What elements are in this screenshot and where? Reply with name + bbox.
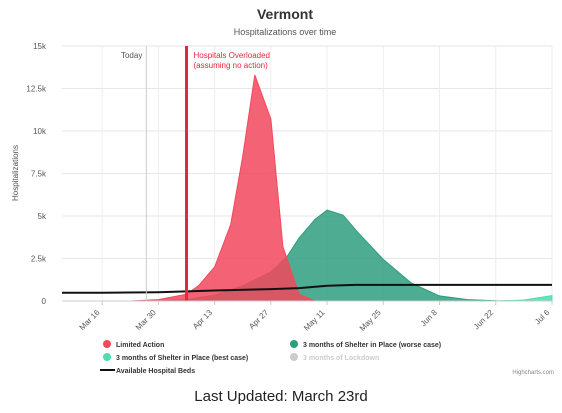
legend-label: 3 months of Lockdown <box>303 355 379 362</box>
legend-circle-swatch <box>103 353 111 361</box>
last-updated-text: Last Updated: March 23rd <box>194 388 368 405</box>
credits-link[interactable]: Highcharts.com <box>512 370 554 376</box>
chart-title: Vermont <box>257 6 313 22</box>
legend-item-3-months-of-shelter-in-place-worse-case[interactable]: 3 months of Shelter in Place (worse case… <box>290 340 441 349</box>
y-tick-label: 7.5k <box>31 170 47 179</box>
legend-item-available-hospital-beds[interactable]: Available Hospital Beds <box>100 368 195 375</box>
y-tick-label: 5k <box>38 212 47 221</box>
y-tick-label: 2.5k <box>31 255 47 264</box>
hospitals-overloaded-label: (assuming no action) <box>194 61 269 70</box>
legend[interactable]: Limited Action 3 months of Shelter in Pla… <box>100 340 441 375</box>
y-tick-label: 15k <box>33 42 47 51</box>
x-tick-label: Apr 27 <box>247 308 270 331</box>
y-tick-label: 12.5k <box>26 85 47 94</box>
x-tick-label: Mar 16 <box>78 308 102 332</box>
series-area-limited-action <box>62 74 552 302</box>
y-axis-title: Hospitalizations <box>11 145 20 201</box>
legend-item-limited-action[interactable]: Limited Action <box>103 340 164 349</box>
x-tick-label: Apr 13 <box>191 308 214 331</box>
legend-label: Available Hospital Beds <box>116 368 195 375</box>
legend-label: 3 months of Shelter in Place (worse case… <box>303 342 441 349</box>
legend-circle-swatch <box>290 353 298 361</box>
hospitals-overloaded-label: Hospitals Overloaded <box>194 51 270 60</box>
today-label: Today <box>121 51 142 60</box>
legend-item-3-months-of-shelter-in-place-best-case[interactable]: 3 months of Shelter in Place (best case) <box>103 353 248 362</box>
x-tick-label: May 25 <box>358 308 383 333</box>
y-tick-label: 0 <box>42 297 47 306</box>
x-tick-label: Jul 6 <box>533 308 552 327</box>
series-line-available-hospital-beds <box>62 283 552 294</box>
x-tick-label: Jun 22 <box>472 308 496 332</box>
grid-lines <box>62 45 553 302</box>
legend-label: 3 months of Shelter in Place (best case) <box>116 355 248 362</box>
x-tick-label: Mar 30 <box>134 308 158 332</box>
x-tick-label: May 11 <box>302 308 327 333</box>
x-tick-label: Jun 8 <box>419 308 440 329</box>
chart-subtitle: Hospitalizations over time <box>234 27 337 37</box>
series-layer <box>62 74 553 302</box>
legend-item-3-months-of-lockdown[interactable]: 3 months of Lockdown <box>290 353 379 362</box>
legend-label: Limited Action <box>116 342 164 349</box>
plot-lines: Today Hospitals Overloaded(assuming no ac… <box>121 46 270 301</box>
y-tick-label: 10k <box>33 127 47 136</box>
legend-circle-swatch <box>290 340 298 348</box>
legend-circle-swatch <box>103 340 111 348</box>
